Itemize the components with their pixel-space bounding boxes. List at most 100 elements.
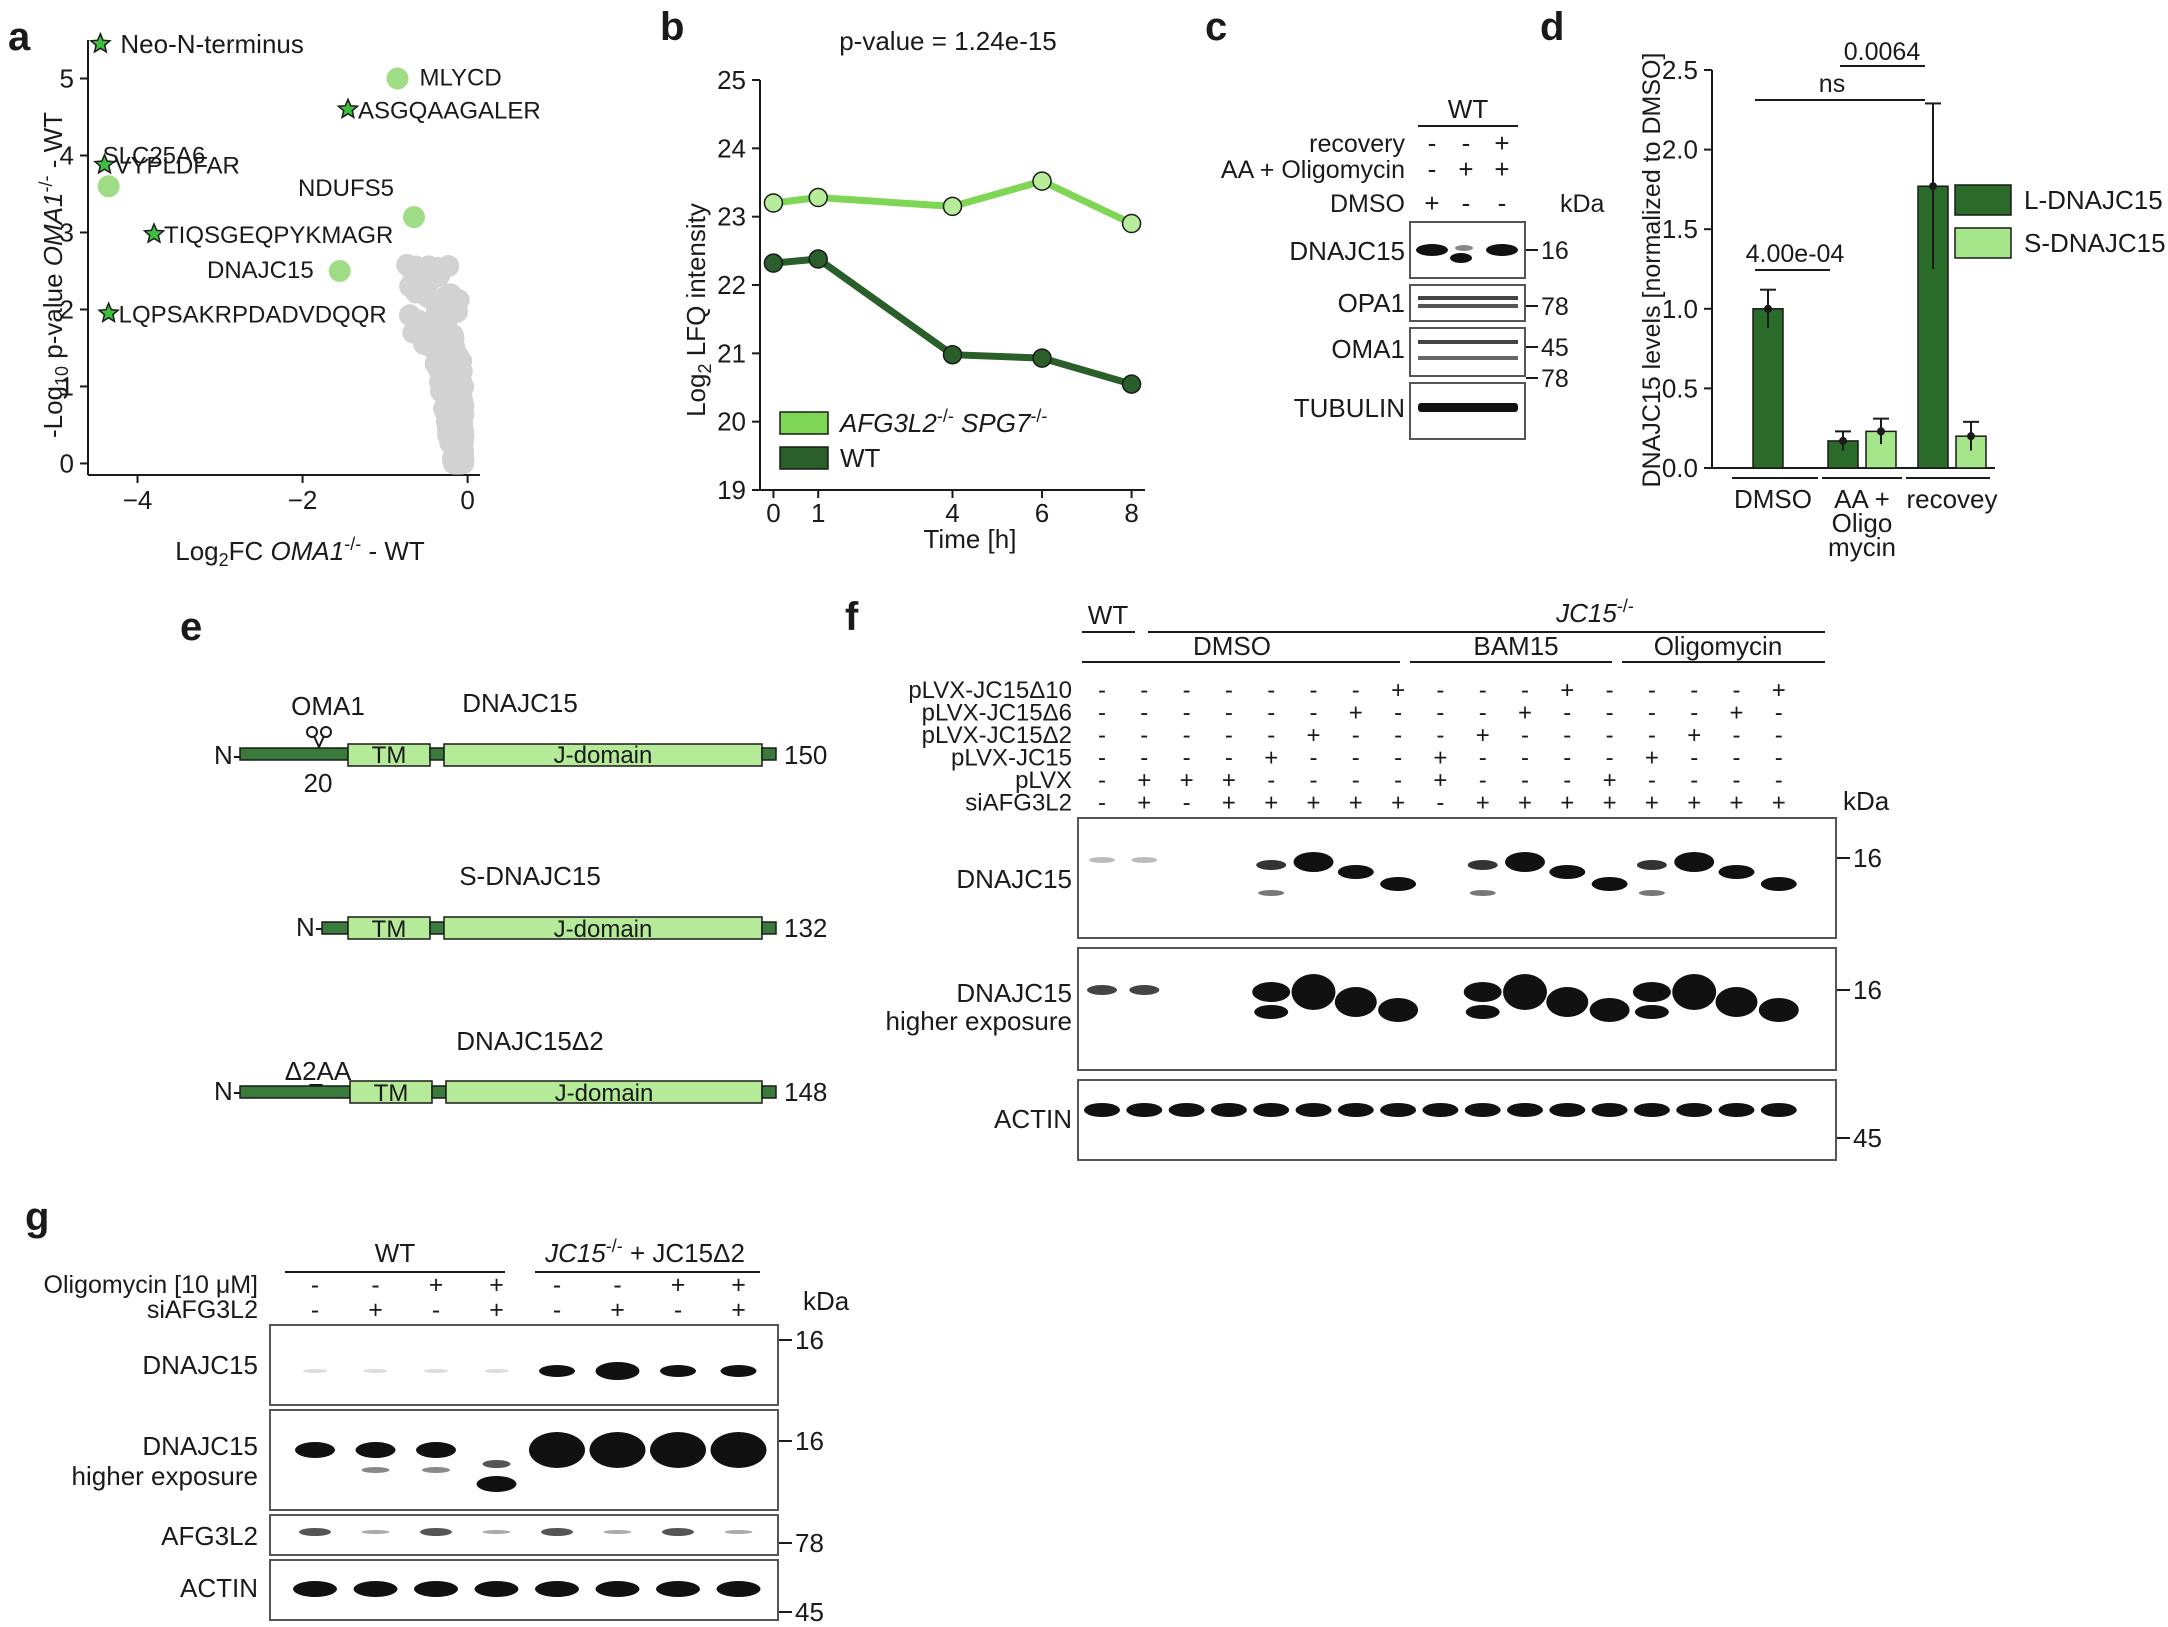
legend-label-mutant: AFG3L2-/- SPG7-/- [838, 406, 1047, 438]
panel-f-label-dnajc15: DNAJC15 [956, 864, 1072, 894]
panel-c-letter: c [1205, 5, 1227, 49]
y-tick-label: 0 [60, 448, 74, 478]
highlight-point [386, 67, 409, 90]
sign-cell: - [1606, 677, 1614, 704]
panel-d-group-mycin: mycin [1828, 532, 1896, 562]
sign-cell: - [1267, 677, 1275, 704]
sign-cell: - [1352, 722, 1360, 749]
sign-cell: + [1603, 790, 1617, 817]
panel-g-marker-16b: 16 [795, 1426, 824, 1456]
panel-g-ko: JC15-/- + JC15Δ2 [544, 1236, 745, 1268]
sign-cell: - [1775, 745, 1783, 772]
sign-cell: - [1098, 700, 1106, 727]
sign-cell: + [1433, 767, 1447, 794]
panel-c-blot-opa1 [1409, 284, 1526, 322]
panel-d-group-oligo: Oligo [1832, 508, 1893, 538]
sign-cell: + [1222, 790, 1236, 817]
panel-d-stat-1: 4.00e-04 [1746, 240, 1845, 268]
panel-g-label-actin: ACTIN [180, 1573, 258, 1603]
panel-f-letter: f [845, 595, 859, 639]
sign-cell: - [1436, 700, 1444, 727]
panel-f-marker-16a: 16 [1853, 843, 1882, 873]
sign-cell: + [1772, 677, 1786, 704]
panel-a-ylabel: -Log10 p-value OMA1-/- - WT [36, 112, 72, 438]
star-point [93, 152, 116, 175]
panel-g-row-oligomycin: Oligomycin [10 μM] [44, 1271, 258, 1299]
point-label: SLC25A6 [103, 142, 206, 169]
construct-3-n: N- [214, 1076, 241, 1106]
series-point [942, 196, 963, 217]
panel-g-marker-16a: 16 [795, 1325, 824, 1355]
y-tick-label: 21 [717, 338, 746, 368]
x-tick-label: 0 [766, 498, 780, 528]
y-tick-label: 23 [717, 202, 746, 232]
sign-cell: + [1772, 790, 1786, 817]
bulk-point [446, 300, 469, 323]
sign-cell: + [1264, 745, 1278, 772]
sign-cell: + [1494, 154, 1509, 184]
sign-cell: + [368, 1296, 383, 1324]
sign-cell: + [1476, 722, 1490, 749]
sign-cell: - [1733, 677, 1741, 704]
construct-2-n: N- [296, 912, 323, 942]
sign-cell: + [1306, 722, 1320, 749]
panel-g-blot-actin [269, 1559, 779, 1621]
sign-cell: - [1521, 722, 1529, 749]
panel-g-marker-45: 45 [795, 1597, 824, 1627]
y-tick-label: 25 [717, 65, 746, 95]
construct-3-jdomain: J-domain [555, 1080, 654, 1107]
star-label: ASGQAAGALER [358, 97, 541, 124]
series-point [763, 193, 784, 213]
cleave-position: 20 [304, 768, 333, 798]
star-label: VYPLDFAR [115, 153, 240, 180]
row-label: pLVX [1015, 767, 1072, 794]
sign-cell: - [1462, 128, 1471, 158]
panel-d-group-recovey: recovey [1906, 484, 1997, 514]
bulk-point [407, 309, 430, 332]
y-tick-label: 22 [717, 270, 746, 300]
panel-c-marker-45: 45 [1541, 334, 1569, 362]
sign-cell: + [1560, 677, 1574, 704]
row-label: pLVX-JC15Δ2 [922, 722, 1072, 749]
legend-swatch-wt [779, 446, 829, 470]
panel-g-blot-dnajc15-high [269, 1409, 779, 1511]
panel-f-blot-actin [1077, 1079, 1837, 1161]
sign-cell: - [1521, 677, 1529, 704]
sign-cell: - [1606, 722, 1614, 749]
panel-d-stat-2: ns [1819, 70, 1845, 98]
sign-cell: + [429, 1271, 444, 1299]
panel-g-label-dnajc15: DNAJC15 [142, 1350, 258, 1380]
bulk-point [449, 361, 472, 384]
panel-c-kda: kDa [1560, 190, 1605, 218]
x-tick-label: 6 [1035, 498, 1049, 528]
panel-g-blot-dnajc15 [269, 1324, 779, 1406]
panel-e-letter: e [180, 605, 202, 649]
sign-cell: - [1267, 767, 1275, 794]
sign-cell: - [1775, 767, 1783, 794]
construct-1-n: N- [214, 740, 241, 770]
panel-c-row-aa-oligomycin: AA + Oligomycin [1221, 156, 1405, 184]
sign-cell: - [1394, 700, 1402, 727]
sign-cell: - [1310, 767, 1318, 794]
panel-a: a −4 −2 0 0 1 2 3 4 5 MLYCD SLC25A6 NDUFS5 DNAJC15 AS… [8, 15, 541, 570]
sign-cell: - [1352, 677, 1360, 704]
panel-c-label-dnajc15: DNAJC15 [1289, 236, 1405, 266]
y-tick-label: 2.5 [1662, 55, 1698, 85]
sign-cell: - [1436, 677, 1444, 704]
y-tick-label: 1 [60, 371, 74, 401]
star-point [89, 31, 112, 54]
panel-d-legend-short: S-DNAJC15 [2024, 228, 2166, 258]
star-point [97, 301, 120, 323]
row-label: pLVX-JC15Δ6 [922, 700, 1072, 727]
sign-cell: + [1458, 154, 1473, 184]
panel-d-ylabel: DNAJC15 levels [normalized to DMSO] [1638, 53, 1666, 488]
sign-cell: + [1222, 767, 1236, 794]
sign-cell: + [1391, 677, 1405, 704]
panel-a-xlabel: Log2FC OMA1-/- - WT [175, 534, 425, 570]
point-label: NDUFS5 [298, 175, 394, 202]
series-line [773, 255, 1133, 388]
panel-f-cond-oligomycin: Oligomycin [1654, 631, 1783, 661]
panel-g-label-afg3l2: AFG3L2 [161, 1521, 258, 1551]
construct-3-tm: TM [374, 1080, 409, 1107]
bulk-point [444, 388, 467, 411]
